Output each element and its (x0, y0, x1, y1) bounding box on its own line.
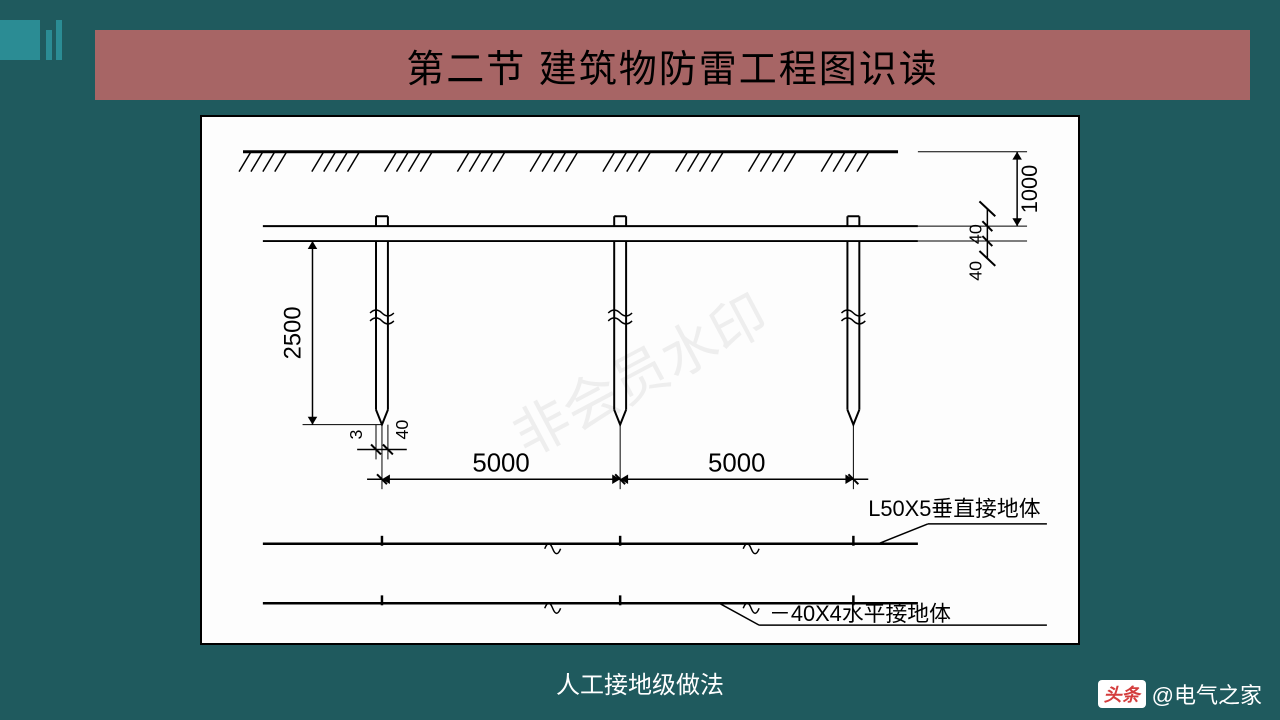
source-badge: 头条 (1098, 680, 1146, 708)
title-bar: 第二节 建筑物防雷工程图识读 (95, 30, 1250, 100)
svg-text:非会员水印: 非会员水印 (504, 284, 778, 469)
author-handle: @电气之家 (1152, 678, 1262, 710)
svg-text:5000: 5000 (708, 449, 765, 477)
svg-text:3: 3 (346, 430, 366, 440)
svg-text:40: 40 (965, 224, 985, 244)
logo-icon (0, 20, 70, 70)
svg-text:－40X4水平接地体: －40X4水平接地体 (769, 601, 951, 626)
attribution: 头条 @电气之家 (1098, 678, 1262, 710)
svg-text:40: 40 (965, 261, 985, 281)
svg-text:5000: 5000 (472, 449, 529, 477)
svg-text:1000: 1000 (1017, 165, 1042, 214)
svg-text:40: 40 (392, 420, 412, 440)
grounding-diagram: 非会员水印 1000 40 40 2500 40 3 5000 5000 L50X5垂直接地体 －4… (200, 115, 1080, 645)
caption: 人工接地级做法 (0, 665, 1280, 700)
page-title: 第二节 建筑物防雷工程图识读 (406, 38, 939, 93)
svg-text:L50X5垂直接地体: L50X5垂直接地体 (868, 496, 1040, 521)
svg-text:2500: 2500 (280, 306, 307, 359)
